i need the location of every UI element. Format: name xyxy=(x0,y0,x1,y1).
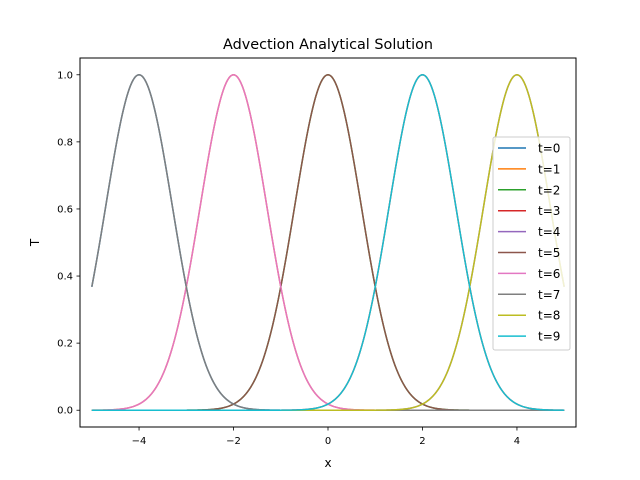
y-axis-ticks: 0.0 0.2 0.4 0.6 0.8 1.0 xyxy=(57,70,80,417)
chart-title: Advection Analytical Solution xyxy=(223,37,433,53)
series-line-9 xyxy=(91,74,565,411)
y-tick-label: 1.0 xyxy=(57,70,73,81)
legend-label-8: t=8 xyxy=(538,309,560,323)
legend-label-2: t=2 xyxy=(538,183,560,197)
legend-label-1: t=1 xyxy=(538,162,560,176)
legend-label-5: t=5 xyxy=(538,246,560,260)
x-axis-label: x xyxy=(324,456,331,470)
x-tick-label: 0 xyxy=(325,436,331,447)
legend-label-9: t=9 xyxy=(538,330,560,344)
series-layer xyxy=(91,74,565,411)
y-axis-label: T xyxy=(28,238,42,247)
legend-label-0: t=0 xyxy=(538,142,560,156)
y-tick-label: 0.8 xyxy=(57,137,73,148)
plot-area xyxy=(79,57,577,428)
legend: t=0 t=1 t=2 t=3 t=4 t=5 t=6 t=7 t=8 t=9 xyxy=(492,136,571,351)
x-tick-label: −4 xyxy=(132,436,147,447)
y-tick-label: 0.2 xyxy=(57,339,73,350)
y-tick-label: 0.4 xyxy=(57,272,73,283)
x-axis-ticks: −4 −2 0 2 4 xyxy=(132,427,520,447)
legend-label-6: t=6 xyxy=(538,267,560,281)
x-tick-label: −2 xyxy=(226,436,241,447)
legend-label-3: t=3 xyxy=(538,204,560,218)
y-tick-label: 0.0 xyxy=(57,406,73,417)
x-tick-label: 2 xyxy=(419,436,425,447)
x-tick-label: 4 xyxy=(514,436,520,447)
legend-label-7: t=7 xyxy=(538,288,560,302)
y-tick-label: 0.6 xyxy=(57,204,73,215)
legend-label-4: t=4 xyxy=(538,225,560,239)
